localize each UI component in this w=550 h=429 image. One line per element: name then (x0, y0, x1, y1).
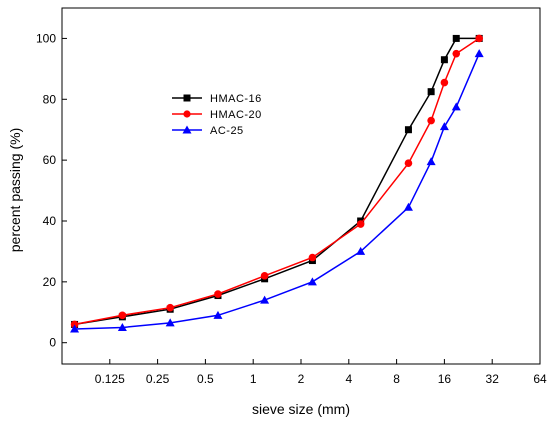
y-tick-label: 20 (43, 275, 57, 289)
data-point (440, 56, 448, 64)
legend-item-hmac-16: HMAC-16 (172, 93, 262, 105)
legend-square-marker (183, 94, 191, 102)
x-tick-label: 32 (486, 372, 500, 386)
data-point (356, 220, 365, 228)
data-point (474, 49, 484, 58)
data-point (307, 277, 317, 286)
data-point (118, 311, 127, 320)
x-tick-label: 0.125 (95, 372, 125, 386)
x-axis-label: sieve size (mm) (252, 401, 350, 417)
legend-label-ac-25: AC-25 (210, 125, 244, 137)
data-point (403, 202, 413, 211)
y-axis: 0 20 40 60 80 100 (36, 31, 67, 350)
data-point (356, 246, 366, 255)
y-axis-label: percent passing (%) (7, 128, 23, 253)
legend-item-hmac-20: HMAC-20 (172, 109, 262, 121)
legend: HMAC-16 HMAC-20 AC-25 (172, 93, 262, 137)
y-tick-label: 100 (36, 31, 56, 45)
y-tick-label: 80 (43, 92, 57, 106)
y-tick-label: 60 (43, 153, 57, 167)
data-point (70, 324, 80, 333)
data-point (214, 290, 222, 298)
data-point (452, 49, 461, 58)
series-line-ac-25 (74, 53, 480, 330)
y-tick-label: 40 (43, 214, 57, 228)
data-point (70, 320, 79, 329)
series-ac-25 (70, 49, 484, 333)
data-point (213, 310, 223, 319)
x-tick-label: 8 (393, 372, 400, 386)
data-point (451, 102, 461, 111)
data-point (117, 322, 127, 331)
data-point (404, 126, 412, 134)
data-point (440, 78, 449, 87)
data-point (308, 253, 317, 262)
x-tick-label: 1 (250, 372, 257, 386)
y-tick-label: 0 (49, 336, 56, 350)
data-point (166, 303, 174, 312)
legend-label-hmac-16: HMAC-16 (210, 93, 262, 105)
legend-label-hmac-20: HMAC-20 (210, 109, 262, 121)
x-tick-label: 4 (345, 372, 352, 386)
series-hmac-20 (70, 34, 483, 329)
data-point (439, 122, 449, 131)
data-point (260, 271, 269, 280)
x-axis: 0.125 0.25 0.5 1 2 4 8 16 32 64 (95, 359, 547, 386)
data-point (427, 88, 435, 96)
data-point (404, 159, 413, 167)
x-tick-label: 0.5 (197, 372, 214, 386)
data-point (426, 157, 436, 166)
data-point (260, 295, 270, 304)
data-point (475, 34, 483, 43)
series-layer (70, 34, 484, 333)
x-tick-label: 2 (298, 372, 305, 386)
data-point (427, 116, 435, 125)
series-line-hmac-20 (74, 37, 480, 326)
legend-circle-marker (183, 110, 191, 118)
legend-triangle-marker (182, 125, 192, 134)
x-tick-label: 0.25 (146, 372, 170, 386)
plot-frame (61, 7, 541, 365)
x-tick-label: 16 (438, 372, 452, 386)
data-point (452, 34, 460, 42)
data-point (165, 318, 175, 327)
series-line-hmac-16 (74, 37, 480, 326)
legend-item-ac-25: AC-25 (172, 125, 244, 137)
x-tick-label: 64 (533, 372, 547, 386)
